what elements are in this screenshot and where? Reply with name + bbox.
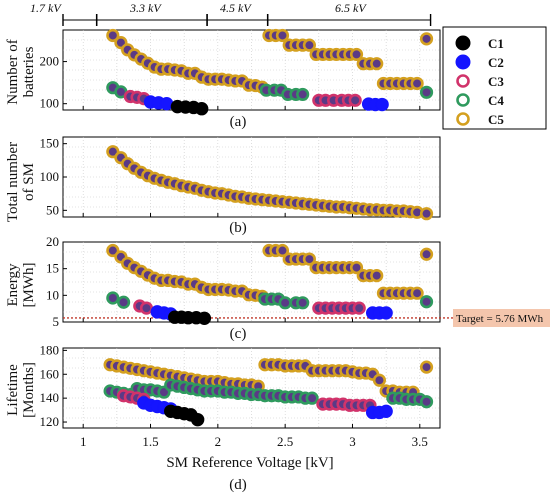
legend-marker-c2 xyxy=(455,54,471,70)
data-point-c3 xyxy=(352,301,366,315)
y-tick-label: 15 xyxy=(46,261,59,276)
data-point-c5 xyxy=(349,261,364,275)
x-tick-label: 2.5 xyxy=(277,434,293,449)
y-tick-label: 100 xyxy=(40,169,60,184)
ylabel-b-line1: Total number xyxy=(5,142,21,222)
data-point-c5 xyxy=(106,28,120,43)
legend-label-c1: C1 xyxy=(488,36,504,51)
band-label-4: 6.5 kV xyxy=(335,1,367,15)
legend-label-c3: C3 xyxy=(488,74,504,89)
target-callout: Target = 5.76 MWh xyxy=(453,309,550,327)
data-point-overlap xyxy=(419,207,434,221)
data-point-c4 xyxy=(419,395,434,409)
x-tick-label: 1.5 xyxy=(142,434,158,449)
y-tick-label: 140 xyxy=(40,390,60,405)
data-point-c5 xyxy=(372,373,387,387)
target-label: Target = 5.76 MWh xyxy=(456,313,544,325)
data-point-c3 xyxy=(139,301,154,315)
data-point-c5 xyxy=(419,247,434,261)
data-point-c5 xyxy=(275,28,290,43)
data-point-c5 xyxy=(410,286,424,300)
band-label-1: 1.7 kV xyxy=(30,1,62,15)
band-label-2: 3.3 kV xyxy=(129,1,162,15)
ylabel-b-line2: of SM xyxy=(21,163,37,201)
x-tick-label: 3.5 xyxy=(412,434,428,449)
data-point-c5 xyxy=(370,57,384,71)
ylabel-a-line2: batteries xyxy=(21,46,37,97)
panel-label-c: (c) xyxy=(230,326,247,342)
y-tick-label: 5 xyxy=(53,314,60,329)
legend-marker-c5 xyxy=(456,112,470,126)
panel-d: 120 140 160 180 Lifetime [Months] xyxy=(5,342,441,429)
panel-label-d: (d) xyxy=(229,477,247,493)
data-point-c2 xyxy=(379,404,393,418)
y-tick-label: 10 xyxy=(46,287,59,302)
data-point-c4 xyxy=(419,295,434,309)
panel-c: 5 10 15 20 Target = 5.76 MWh Energy [MWh] (… xyxy=(5,234,550,342)
x-axis: 1 1.5 2 2.5 3 3.5 SM Reference Voltage [kV] (… xyxy=(80,434,428,493)
data-point-c5 xyxy=(370,269,384,283)
x-tick-label: 3 xyxy=(349,434,356,449)
y-tick-label: 200 xyxy=(40,54,60,69)
data-point-c4 xyxy=(106,291,120,305)
data-point-c4 xyxy=(296,296,310,310)
data-point-c1 xyxy=(190,412,205,427)
data-point-c5 xyxy=(302,252,316,266)
data-point-c4 xyxy=(296,87,310,102)
ylabel-c-line1: Energy xyxy=(5,263,21,307)
data-point-c2 xyxy=(375,97,389,112)
legend-label-c4: C4 xyxy=(488,93,504,108)
data-point-c1 xyxy=(194,102,209,116)
y-tick-label: 100 xyxy=(40,96,60,111)
data-point-c4 xyxy=(419,85,434,99)
x-axis-label: SM Reference Voltage [kV] xyxy=(166,455,333,471)
legend-marker-c4 xyxy=(456,93,470,107)
panel-b: 50 100 150 Total number of SM (b) xyxy=(5,136,441,236)
data-point-c5 xyxy=(410,76,424,91)
legend: C1 C2 C3 C4 C5 xyxy=(442,26,547,130)
panel-label-b: (b) xyxy=(229,220,247,236)
ylabel-d-line1: Lifetime xyxy=(5,364,21,416)
data-point-c5 xyxy=(419,32,434,46)
data-point-c4 xyxy=(278,296,292,310)
ylabel-a-line1: Number of xyxy=(5,39,21,104)
band-label-3: 4.5 kV xyxy=(220,1,252,15)
panel-a: 100 200 Number of batteries (a) xyxy=(5,28,441,130)
y-tick-label: 150 xyxy=(40,136,60,151)
data-point-c1 xyxy=(197,311,212,325)
legend-label-c5: C5 xyxy=(488,112,504,127)
data-point-c5 xyxy=(419,360,434,374)
data-point-c2 xyxy=(379,306,393,320)
panel-label-a: (a) xyxy=(230,114,247,130)
x-tick-label: 2 xyxy=(215,434,222,449)
voltage-band-header: 1.7 kV 3.3 kV 4.5 kV 6.5 kV xyxy=(30,1,432,26)
ylabel-c-line2: [MWh] xyxy=(21,263,37,308)
data-point-c4 xyxy=(305,391,319,405)
data-point-c4 xyxy=(116,295,131,309)
y-tick-label: 120 xyxy=(40,414,60,429)
y-tick-label: 20 xyxy=(46,234,59,249)
legend-marker-c1 xyxy=(455,35,471,51)
y-tick-label: 180 xyxy=(40,342,60,357)
y-tick-label: 50 xyxy=(46,202,59,217)
ylabel-d-line2: [Months] xyxy=(21,362,37,418)
y-tick-label: 160 xyxy=(40,366,60,381)
x-tick-label: 1 xyxy=(80,434,87,449)
data-point-c3 xyxy=(348,93,362,107)
data-point-c5 xyxy=(302,38,316,52)
legend-label-c2: C2 xyxy=(488,55,504,70)
data-point-c5 xyxy=(349,47,364,62)
legend-marker-c3 xyxy=(456,74,470,88)
data-point-c5 xyxy=(275,243,290,258)
